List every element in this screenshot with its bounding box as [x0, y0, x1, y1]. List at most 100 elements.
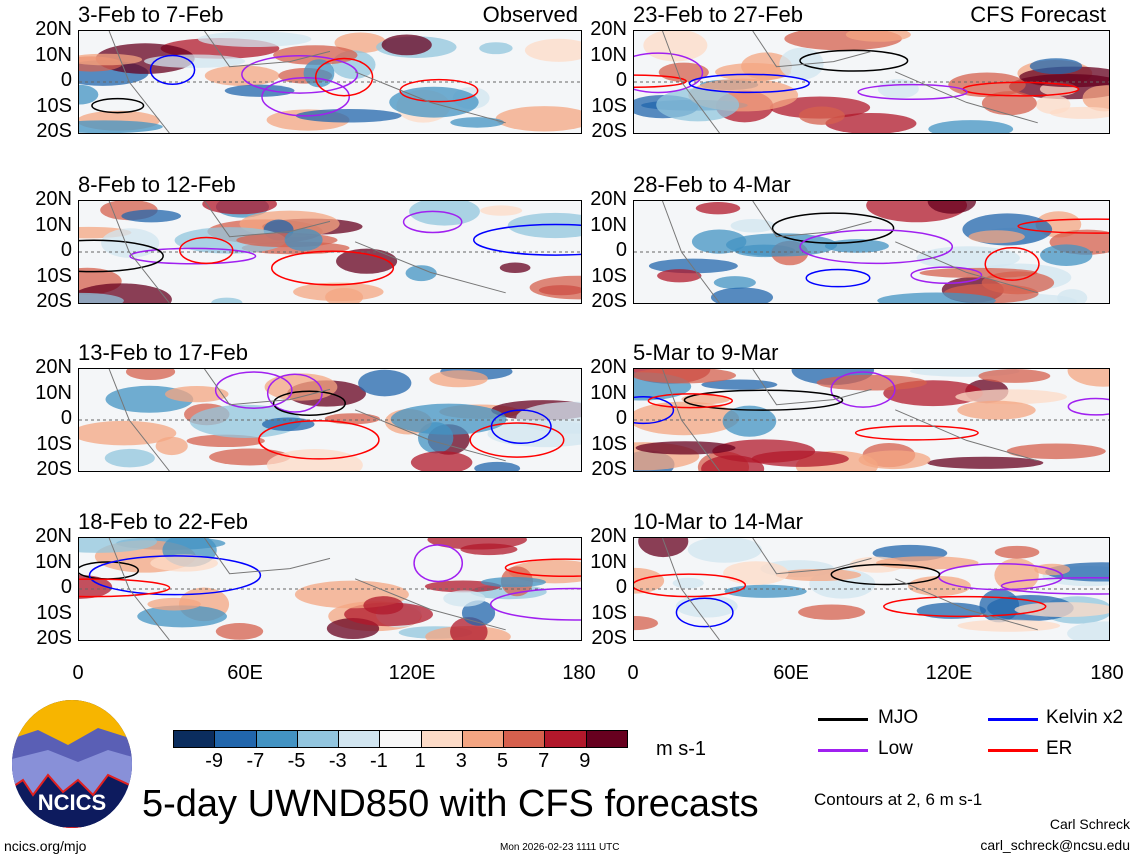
contour-line: [1017, 218, 1109, 234]
contour-line: [771, 212, 895, 244]
wind-anomaly-blob: [722, 405, 777, 437]
contour-line: [683, 389, 844, 411]
contour-line: [634, 52, 704, 94]
lat-label: 20S: [591, 290, 627, 312]
lon-label: 180: [562, 662, 596, 684]
wind-anomaly-blob: [516, 401, 581, 434]
colorbar-units: m s-1: [656, 738, 706, 760]
panel-title: 8-Feb to 12-Feb: [78, 172, 236, 197]
wind-anomaly-blob: [741, 52, 792, 80]
wind-anomaly-blob: [450, 117, 505, 128]
colorbar-label: 1: [414, 750, 426, 772]
wind-anomaly-blob: [499, 262, 531, 273]
contour-line: [984, 246, 1040, 281]
contour-line: [241, 54, 359, 94]
lon-label: 120E: [925, 662, 973, 684]
wind-anomaly-blob: [713, 276, 756, 290]
contour-line: [688, 73, 810, 94]
wind-anomaly-blob: [798, 604, 866, 620]
map-panel: [633, 30, 1110, 134]
contour-line: [1067, 397, 1109, 416]
wind-anomaly-blob: [1014, 602, 1109, 618]
wind-anomaly-blob: [978, 369, 1051, 383]
wind-anomaly-blob: [79, 538, 157, 553]
coastline: [108, 538, 506, 640]
map-panel: [78, 30, 582, 134]
wind-anomaly-blob: [691, 229, 747, 254]
lon-label: 60E: [227, 662, 263, 684]
contour-line: [413, 544, 464, 583]
lat-label: 20S: [36, 458, 72, 480]
wind-anomaly-blob: [643, 31, 708, 62]
colorbar-label: 5: [496, 750, 509, 772]
wind-anomaly-blob: [634, 401, 740, 436]
wind-anomaly-blob: [211, 297, 243, 303]
map-panel: [78, 368, 582, 472]
lon-label: 180: [1090, 662, 1124, 684]
logo-text: NCICS: [38, 790, 106, 815]
lat-label: 10N: [35, 550, 72, 573]
contour-line: [504, 558, 581, 578]
wind-anomaly-blob: [390, 403, 507, 435]
lon-label: 60E: [773, 662, 809, 684]
lat-label: 0: [615, 407, 627, 429]
wind-anomaly-blob: [634, 369, 737, 384]
contour-line: [214, 371, 293, 409]
contour-line: [79, 239, 164, 273]
wind-anomaly-blob: [876, 556, 979, 570]
footer-url[interactable]: ncics.org/mjo: [4, 838, 87, 854]
wind-anomaly-blob: [507, 212, 581, 239]
contour-line: [883, 595, 1047, 618]
lat-label: 10N: [590, 550, 627, 573]
wind-anomaly-blob: [877, 292, 996, 303]
colorbar-swatch: [339, 731, 381, 747]
wind-anomaly-blob: [461, 600, 496, 626]
wind-anomaly-blob: [324, 413, 380, 425]
lat-label: 10S: [591, 94, 627, 117]
legend-mjo: MJO: [878, 707, 919, 728]
wind-anomaly-blob: [165, 386, 229, 403]
lon-label: 0: [627, 662, 639, 684]
colorbar: [173, 730, 628, 748]
wind-anomaly-blob: [480, 205, 523, 216]
contour-line: [799, 49, 909, 72]
wind-anomaly-blob: [266, 449, 363, 471]
contour-line: [910, 266, 983, 284]
legend-er-line: [988, 749, 1038, 752]
colorbar-swatch: [586, 731, 627, 747]
figure-title: 5-day UWND850 with CFS forecasts: [142, 783, 759, 825]
wind-anomaly-blob: [724, 584, 807, 598]
lat-label: 10S: [36, 432, 72, 455]
wind-anomaly-blob: [687, 538, 762, 563]
colorbar-label: -7: [246, 750, 265, 772]
contour-line: [830, 371, 896, 408]
contour-line: [805, 268, 871, 288]
wind-anomaly-blob: [144, 54, 246, 68]
map-panel: [633, 368, 1110, 472]
wind-anomaly-blob: [957, 400, 1036, 420]
panel-title: 3-Feb to 7-Feb: [78, 2, 224, 27]
lat-label: 0: [60, 576, 72, 598]
lat-label: 10N: [35, 381, 72, 404]
panel-title: 18-Feb to 22-Feb: [78, 509, 248, 534]
contour-line: [314, 57, 374, 97]
email[interactable]: carl_schreck@ncsu.edu: [980, 837, 1130, 853]
contour-line: [402, 210, 463, 234]
coastline: [108, 369, 506, 471]
wind-anomaly-blob: [295, 108, 402, 123]
contour-line: [854, 425, 979, 441]
panel-title: 5-Mar to 9-Mar: [633, 340, 779, 365]
wind-anomaly-blob: [79, 84, 99, 105]
colorbar-swatch: [380, 731, 422, 747]
lat-label: 20S: [36, 120, 72, 142]
lat-label: 0: [60, 69, 72, 91]
wind-anomaly-blob: [104, 448, 155, 468]
panel-title: 10-Mar to 14-Mar: [633, 509, 803, 534]
wind-anomaly-blob: [481, 577, 546, 588]
lat-label: 20S: [591, 458, 627, 480]
wind-anomaly-blob: [1082, 85, 1109, 112]
wind-anomaly-blob: [1040, 244, 1093, 266]
wind-anomaly-blob: [303, 59, 335, 88]
coastline: [662, 201, 1038, 303]
